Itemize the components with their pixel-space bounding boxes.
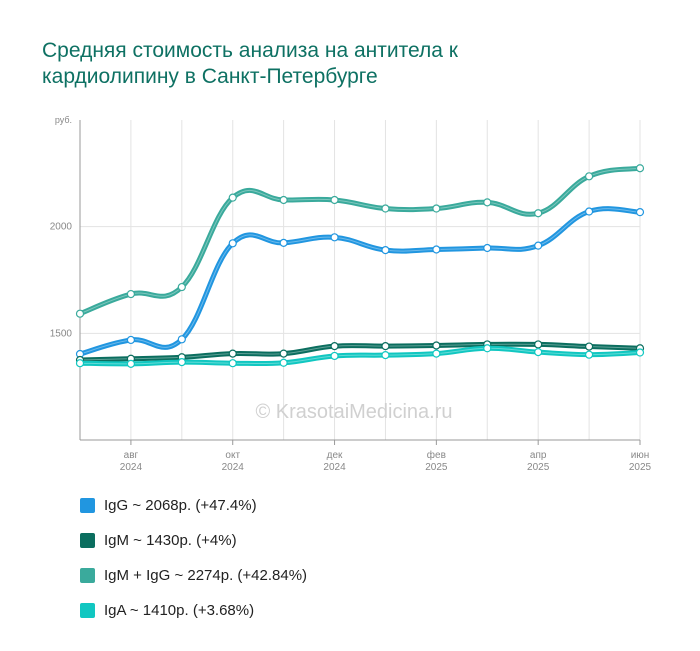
x-tick-label-month: авг [124, 450, 139, 461]
legend-item-igm: IgM ~ 1430р. (+4%) [80, 523, 307, 558]
data-point-igg [228, 239, 237, 248]
data-point-iga [75, 359, 85, 368]
data-point-igm-igg [381, 204, 390, 213]
chart-title-line-1: Средняя стоимость анализа на антитела к [42, 39, 458, 62]
data-point-igg [483, 243, 492, 253]
data-point-iga [534, 348, 543, 357]
data-point-igm [330, 342, 339, 351]
y-tick-label: 2000 [50, 222, 73, 233]
series-group [75, 164, 645, 368]
data-point-igm [584, 342, 594, 351]
data-point-igg [126, 335, 136, 345]
data-point-igm-igg [534, 209, 543, 218]
data-point-igg [432, 245, 441, 254]
legend: IgG ~ 2068р. (+47.4%) IgM ~ 1430р. (+4%) I… [80, 488, 307, 628]
data-point-igg [584, 207, 594, 216]
x-tick-label-month: июн [631, 450, 650, 461]
data-point-iga [432, 349, 441, 358]
data-point-igm [534, 340, 543, 349]
x-tick-label-month: фев [427, 449, 446, 461]
data-point-igm [381, 342, 390, 351]
legend-label: IgM ~ 1430р. (+4%) [104, 532, 237, 549]
y-tick-label: 1500 [50, 328, 73, 339]
data-point-igg [635, 208, 645, 217]
data-point-igg [330, 233, 339, 242]
legend-swatch [80, 603, 95, 618]
x-tick-label-year: 2024 [222, 462, 245, 473]
data-point-igm-igg [432, 204, 441, 213]
data-point-igm-igg [126, 289, 136, 299]
data-point-igm-igg [635, 164, 645, 173]
legend-label: IgG ~ 2068р. (+47.4%) [104, 497, 257, 514]
watermark: © KrasotaiMedicina.ru [255, 401, 452, 423]
series-iga [75, 344, 645, 368]
series-line-igg [77, 206, 643, 357]
x-tick-label-year: 2025 [425, 462, 448, 473]
legend-swatch [80, 533, 95, 548]
series-line-highlight-igm [79, 343, 641, 361]
data-point-igm [228, 349, 237, 358]
legend-swatch [80, 568, 95, 583]
series-igg [75, 206, 645, 359]
data-point-iga [279, 358, 288, 367]
series-line-igm-igg [77, 165, 643, 317]
legend-item-iga: IgA ~ 1410р. (+3.68%) [80, 593, 307, 628]
series-line-highlight-igg [79, 208, 641, 355]
series-line-iga [77, 345, 643, 367]
data-point-igm-igg [228, 193, 237, 202]
legend-item-igm-igg: IgM + IgG ~ 2274р. (+42.84%) [80, 558, 307, 593]
x-tick-label-month: апр [530, 450, 547, 461]
data-point-iga [177, 358, 186, 367]
data-point-igm-igg [584, 172, 594, 181]
x-tick-label-year: 2025 [629, 462, 652, 473]
legend-label: IgM + IgG ~ 2274р. (+42.84%) [104, 567, 308, 584]
x-tick-label-year: 2025 [527, 462, 550, 473]
series-line-highlight-iga [79, 347, 641, 365]
series-line-igm [77, 341, 643, 363]
legend-label: IgA ~ 1410р. (+3.68%) [104, 602, 255, 619]
data-point-iga [228, 359, 237, 368]
data-point-igm [279, 349, 288, 358]
data-point-igg [279, 238, 288, 247]
axes: 15002000руб.авг2024окт2024дек2024фев2025… [50, 115, 652, 473]
data-point-igg [177, 335, 186, 344]
legend-swatch [80, 498, 95, 513]
data-point-igm-igg [279, 195, 288, 205]
data-point-igm-igg [330, 195, 339, 205]
data-point-igm [432, 341, 441, 350]
x-tick-label-year: 2024 [120, 462, 143, 473]
data-point-igm-igg [177, 282, 186, 292]
data-point-iga [381, 350, 390, 360]
chart-title-line-2: кардиолипину в Санкт-Петербурге [42, 65, 378, 88]
x-tick-label-month: дек [327, 450, 343, 461]
data-point-igm-igg [483, 198, 492, 207]
data-point-iga [584, 350, 594, 359]
x-tick-label-year: 2024 [323, 462, 346, 473]
data-point-iga [635, 348, 645, 357]
data-point-igg [381, 246, 390, 255]
data-point-iga [126, 359, 136, 368]
data-point-iga [483, 344, 492, 353]
chart-title: Средняя стоимость анализа на антитела к … [42, 38, 662, 90]
series-line-highlight-igm-igg [79, 167, 641, 315]
x-tick-label-month: окт [225, 450, 240, 461]
y-unit-label: руб. [55, 115, 72, 125]
data-point-iga [330, 351, 339, 361]
legend-item-igg: IgG ~ 2068р. (+47.4%) [80, 488, 307, 523]
series-igm-igg [75, 164, 645, 318]
data-point-igg [534, 241, 543, 250]
data-point-igm-igg [75, 309, 85, 318]
grid [79, 120, 641, 440]
